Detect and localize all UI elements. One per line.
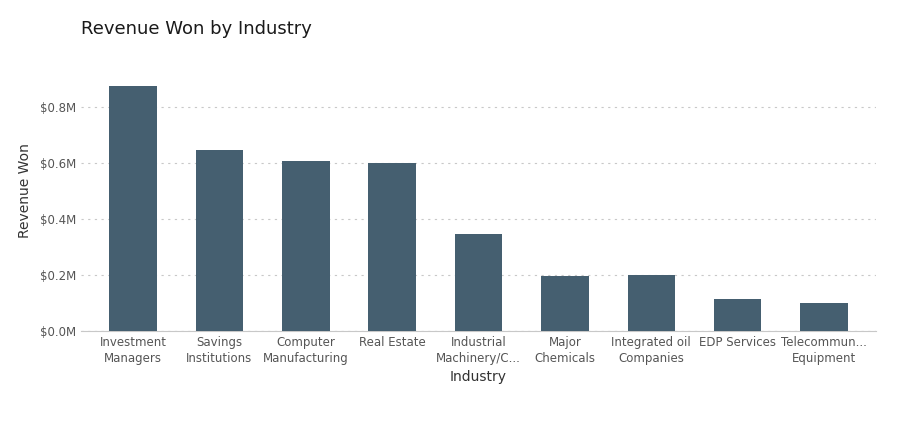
Bar	[196, 150, 243, 331]
Bar	[368, 163, 416, 331]
Bar	[455, 234, 502, 331]
X-axis label: Industry: Industry	[449, 370, 507, 384]
Bar	[109, 86, 157, 331]
Bar	[627, 275, 675, 331]
Bar	[799, 303, 847, 331]
Bar	[713, 298, 760, 331]
Y-axis label: Revenue Won: Revenue Won	[18, 143, 32, 238]
Text: Revenue Won by Industry: Revenue Won by Industry	[81, 20, 312, 38]
Bar	[540, 276, 588, 331]
Bar	[281, 162, 329, 331]
